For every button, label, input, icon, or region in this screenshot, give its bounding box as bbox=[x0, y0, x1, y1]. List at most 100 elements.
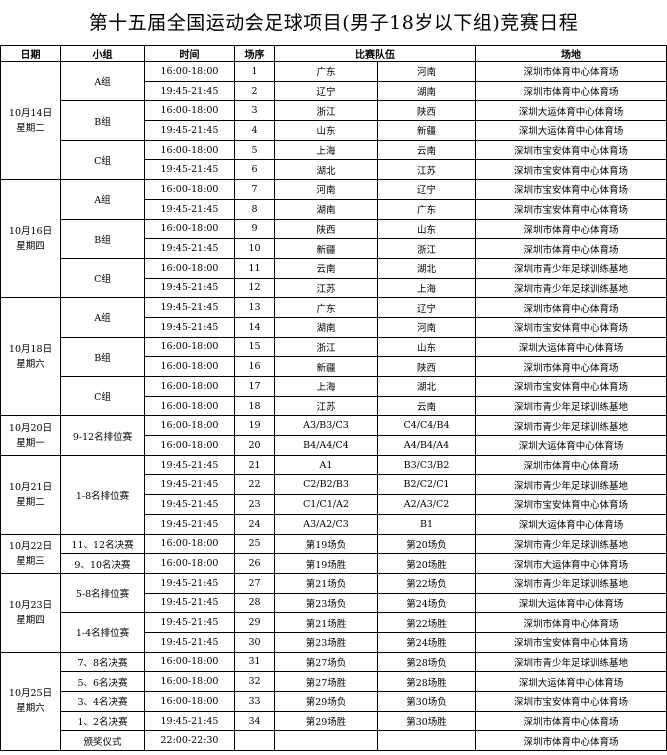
date-label: 10月14日 bbox=[8, 107, 53, 119]
home-team-cell: 河南 bbox=[274, 179, 378, 200]
date-cell: 10月20日 星期一 bbox=[0, 415, 61, 456]
weekday-label: 星期六 bbox=[16, 358, 45, 370]
home-team-cell: 第27场负 bbox=[274, 651, 378, 673]
away-team-cell: 山东 bbox=[377, 218, 476, 240]
away-team-cell: 河南 bbox=[377, 316, 476, 338]
date-cell: 10月18日 星期六 bbox=[0, 297, 61, 417]
time-cell: 22:00-22:30 bbox=[144, 730, 235, 752]
venue-cell: 深圳市宝安体育中心体育场 bbox=[475, 631, 667, 653]
venue-cell: 深圳市大运体育中心体育场 bbox=[475, 553, 667, 574]
table-row: 10月21日 星期二 1-8名排位赛 19:45-21:45 21 A1 B3/C3/B2 深… bbox=[0, 454, 667, 535]
time-cell: 19:45-21:45 bbox=[144, 316, 235, 338]
away-team-cell: 第20场负 bbox=[377, 533, 476, 555]
match-no-cell: 25 bbox=[234, 533, 275, 555]
header-row: 日期 小组 时间 场序 比赛队伍 场地 bbox=[0, 45, 667, 62]
table-row: 10月22日 星期三 11、12名决赛 16:00-18:00 25 第19场负 第20场负… bbox=[0, 533, 667, 574]
time-cell: 16:00-18:00 bbox=[144, 553, 235, 574]
table-row: 1-4名排位赛 19:45-21:45 29 第21场胜 第22场胜 深圳市体育中心体育场 bbox=[1, 612, 667, 653]
weekday-label: 星期三 bbox=[16, 555, 45, 567]
time-cell: 16:00-18:00 bbox=[144, 533, 235, 555]
group-cell: B组 bbox=[60, 218, 145, 259]
match-no-cell: 3 bbox=[234, 100, 275, 122]
venue-cell: 深圳大运体育中心体育场 bbox=[475, 513, 667, 535]
time-cell: 19:45-21:45 bbox=[144, 80, 235, 102]
venue-cell: 深圳大运体育中心体育场 bbox=[475, 336, 667, 358]
match-no-cell: 33 bbox=[234, 691, 275, 712]
group-cell: C组 bbox=[60, 139, 145, 181]
away-team-cell: 浙江 bbox=[377, 238, 476, 259]
table-row: 19:45-21:45 2 辽宁 湖南 深圳市体育中心体育场 bbox=[1, 80, 667, 102]
table-row: 16:00-18:00 20 B4/A4/C4 A4/B4/A4 深圳大运体育中心体育场 bbox=[1, 435, 667, 456]
time-cell: 16:00-18:00 bbox=[144, 651, 235, 673]
away-team-cell: B1 bbox=[377, 513, 476, 535]
venue-cell: 深圳市宝安体育中心体育场 bbox=[475, 494, 667, 515]
match-no-cell: 23 bbox=[234, 494, 275, 515]
home-team-cell: 第23场负 bbox=[274, 592, 378, 614]
away-team-cell: 陕西 bbox=[377, 356, 476, 377]
match-no-cell: 7 bbox=[234, 179, 275, 200]
away-team-cell: C4/C4/B4 bbox=[377, 415, 476, 437]
time-cell: 19:45-21:45 bbox=[144, 198, 235, 220]
venue-cell: 深圳市宝安体育中心体育场 bbox=[475, 179, 667, 200]
page-title: 第十五届全国运动会足球项目(男子18岁以下组)竞赛日程 bbox=[88, 12, 579, 34]
match-no-cell: 26 bbox=[234, 553, 275, 574]
match-no-cell: 29 bbox=[234, 612, 275, 633]
time-cell: 16:00-18:00 bbox=[144, 139, 235, 161]
match-no-cell: 11 bbox=[234, 257, 275, 279]
away-team-cell: 第30场胜 bbox=[377, 710, 476, 732]
match-no-cell: 21 bbox=[234, 454, 275, 476]
date-label: 10月20日 bbox=[8, 422, 53, 434]
weekday-label: 星期一 bbox=[16, 437, 45, 449]
home-team-cell: 湖南 bbox=[274, 316, 378, 338]
venue-cell: 深圳市青少年足球训练基地 bbox=[475, 651, 667, 673]
group-cell: 7、8名决赛 bbox=[60, 651, 145, 673]
time-cell: 16:00-18:00 bbox=[144, 356, 235, 377]
away-team-cell: 第24场负 bbox=[377, 592, 476, 614]
table-row: 3、4名决赛 16:00-18:00 33 第29场负 第30场负 深圳市宝安体育中心体育… bbox=[1, 691, 667, 712]
away-team-cell: 第28场负 bbox=[377, 651, 476, 673]
time-cell: 19:45-21:45 bbox=[144, 631, 235, 653]
header-date: 日期 bbox=[0, 45, 61, 62]
home-team-cell: 广东 bbox=[274, 61, 378, 82]
away-team-cell: 湖北 bbox=[377, 376, 476, 397]
group-cell: 1、2名决赛 bbox=[60, 710, 145, 732]
weekday-label: 星期二 bbox=[16, 496, 45, 508]
match-no-cell: 4 bbox=[234, 120, 275, 141]
schedule-table: 日期 小组 时间 场序 比赛队伍 场地 10月14日 星期二 A组 16:00-18:… bbox=[0, 45, 667, 752]
match-no-cell: 27 bbox=[234, 572, 275, 594]
away-team-cell: B2/C2/C1 bbox=[377, 474, 476, 496]
table-row: 9、10名决赛 16:00-18:00 26 第19场胜 第20场胜 深圳市大运体育中心体… bbox=[1, 553, 667, 574]
header-time: 时间 bbox=[144, 45, 235, 62]
home-team-cell: 湖南 bbox=[274, 198, 378, 220]
table-row: C组 16:00-18:00 5 上海 云南 深圳市宝安体育中心体育场 bbox=[1, 139, 667, 181]
match-no-cell: 22 bbox=[234, 474, 275, 496]
away-team-cell: 第22场负 bbox=[377, 572, 476, 594]
time-cell: 16:00-18:00 bbox=[144, 395, 235, 417]
group-cell: 5-8名排位赛 bbox=[60, 572, 145, 614]
home-team-cell: 江苏 bbox=[274, 277, 378, 299]
table-row: B组 16:00-18:00 3 浙江 陕西 深圳大运体育中心体育场 bbox=[1, 100, 667, 141]
home-team-cell: 辽宁 bbox=[274, 80, 378, 102]
venue-cell: 深圳市体育中心体育场 bbox=[475, 710, 667, 732]
home-team-cell: 第19场负 bbox=[274, 533, 378, 555]
table-row: 10月25日 星期六 7、8名决赛 16:00-18:00 31 第27场负 第28场负 深圳… bbox=[0, 651, 667, 752]
home-team-cell: B4/A4/C4 bbox=[274, 435, 378, 456]
venue-cell: 深圳市体育中心体育场 bbox=[475, 730, 667, 752]
table-row: 1、2名决赛 19:45-21:45 34 第29场胜 第30场胜 深圳市体育中心体育场 bbox=[1, 710, 667, 732]
away-team-cell: 第28场胜 bbox=[377, 671, 476, 692]
away-team-cell: 第20场胜 bbox=[377, 553, 476, 574]
table-row: 10月18日 星期六 A组 19:45-21:45 13 广东 辽宁 深圳市体育中心体育场 bbox=[0, 297, 667, 417]
away-team-cell: 广东 bbox=[377, 198, 476, 220]
venue-cell: 深圳市宝安体育中心体育场 bbox=[475, 159, 667, 181]
group-cell: C组 bbox=[60, 375, 145, 417]
match-no-cell: 28 bbox=[234, 592, 275, 614]
time-cell: 16:00-18:00 bbox=[144, 691, 235, 712]
table-row: 10月16日 星期四 A组 16:00-18:00 7 河南 辽宁 深圳市宝安体育中心体育场 bbox=[0, 179, 667, 299]
away-team-cell: 第24场胜 bbox=[377, 631, 476, 653]
home-team-cell: 新疆 bbox=[274, 356, 378, 377]
venue-cell: 深圳市青少年足球训练基地 bbox=[475, 257, 667, 279]
venue-cell: 深圳市青少年足球训练基地 bbox=[475, 474, 667, 496]
match-no-cell: 17 bbox=[234, 376, 275, 397]
header-match-no: 场序 bbox=[234, 45, 275, 62]
time-cell: 19:45-21:45 bbox=[144, 159, 235, 181]
